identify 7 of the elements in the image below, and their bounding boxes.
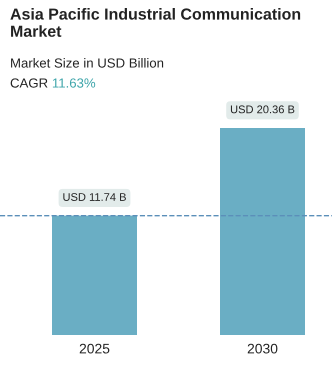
data-label: USD 20.36 B — [230, 105, 294, 114]
chart-subtitle: Market Size in USD Billion — [11, 58, 164, 68]
data-label: USD 11.74 B — [63, 193, 126, 201]
x-tick-label: 2030 — [248, 344, 278, 354]
chart-title: Asia Pacific Industrial Communication Market — [10, 8, 300, 37]
text: CAGR 11.63% — [10, 78, 96, 88]
x-tick-label: 2025 — [80, 344, 110, 354]
